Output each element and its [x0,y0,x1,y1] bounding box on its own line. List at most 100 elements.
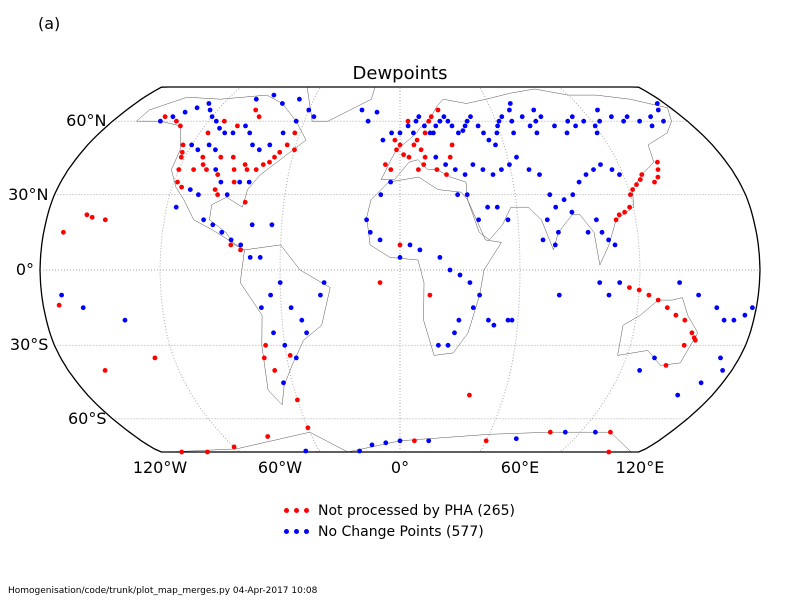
station-point-no-change [237,179,243,185]
station-point-not-processed [401,152,406,158]
station-point-no-change [417,247,423,253]
station-point-not-processed [152,355,158,361]
station-point-no-change [297,96,302,102]
station-point-not-processed [636,287,642,293]
station-point-not-processed [272,154,277,160]
longitude-label: 0° [390,458,410,477]
station-point-not-processed [427,292,433,298]
station-point-no-change [182,109,188,115]
station-point-no-change [416,114,422,120]
station-point-no-change [380,137,386,143]
station-point-no-change [742,312,748,318]
station-point-no-change [293,118,299,124]
station-point-no-change [509,118,515,124]
station-point-no-change [271,330,276,336]
station-point-not-processed [397,242,403,248]
station-point-no-change [388,179,393,185]
station-point-no-change [594,130,600,136]
station-point-not-processed [242,199,248,205]
station-point-not-processed [377,280,383,285]
station-point-not-processed [655,159,660,165]
station-point-no-change [405,123,411,129]
station-point-no-change [476,217,481,223]
station-point-no-change [253,96,259,102]
station-point-not-processed [295,397,300,403]
station-point-no-change [437,255,443,260]
station-point-no-change [210,222,216,228]
station-point-no-change [460,128,466,134]
station-point-not-processed [231,444,237,450]
station-point-no-change [698,380,704,386]
station-point-no-change [675,392,681,398]
station-point-no-change [486,317,491,323]
station-point-no-change [449,123,455,129]
station-point-no-change [247,255,253,260]
station-point-not-processed [627,204,632,210]
station-point-no-change [491,322,497,328]
station-point-no-change [480,167,486,173]
station-point-no-change [593,429,598,435]
station-point-not-processed [655,167,661,173]
station-point-no-change [464,192,470,198]
station-point-no-change [427,130,433,136]
station-point-not-processed [616,212,622,218]
station-point-not-processed [422,154,428,160]
station-point-no-change [531,107,537,113]
station-point-no-change [397,130,403,136]
station-point-no-change [462,172,468,178]
station-point-no-change [369,442,375,448]
station-point-no-change [475,123,481,129]
station-point-no-change [556,292,562,298]
station-point-not-processed [414,137,420,143]
station-point-not-processed [205,130,211,136]
station-point-not-processed [394,147,399,153]
station-point-no-change [189,142,195,148]
station-point-no-change [595,107,600,113]
station-point-not-processed [230,154,236,160]
station-point-not-processed [277,149,283,155]
legend-marker-red [284,508,318,513]
legend-label: Not processed by PHA (265) [318,502,515,519]
station-point-not-processed [449,142,455,148]
station-point-not-processed [228,242,234,248]
station-point-no-change [552,242,558,248]
station-point-no-change [158,118,163,124]
station-point-not-processed [639,172,645,178]
station-point-no-change [249,222,255,228]
station-point-not-processed [673,312,679,318]
station-point-not-processed [664,305,670,311]
station-point-not-processed [655,174,661,180]
station-point-no-change [598,162,603,168]
station-point-not-processed [630,187,635,193]
station-point-no-change [569,209,575,215]
station-point-not-processed [253,107,259,113]
station-point-not-processed [102,217,108,223]
station-point-no-change [256,147,262,153]
station-point-no-change [187,187,193,193]
station-point-no-change [218,179,224,185]
station-point-not-processed [256,114,262,120]
station-point-no-change [493,142,498,148]
station-point-no-change [583,172,589,178]
station-point-no-change [209,114,215,120]
station-point-not-processed [179,149,185,155]
coastline [135,94,307,251]
station-point-no-change [731,317,737,323]
station-point-no-change [445,342,451,348]
station-point-not-processed [263,342,268,348]
station-point-no-change [540,237,546,243]
station-point-no-change [243,123,248,129]
station-point-no-change [452,167,458,173]
station-point-no-change [511,130,516,136]
station-point-no-change [411,130,416,136]
station-point-not-processed [435,107,441,113]
station-point-no-change [383,440,389,446]
station-point-no-change [720,368,725,373]
station-point-no-change [447,267,453,273]
station-point-not-processed [637,177,643,183]
station-point-no-change [505,217,511,223]
station-point-no-change [606,292,612,298]
station-point-no-change [378,192,384,198]
station-point-no-change [573,123,578,129]
coastline [617,297,698,366]
